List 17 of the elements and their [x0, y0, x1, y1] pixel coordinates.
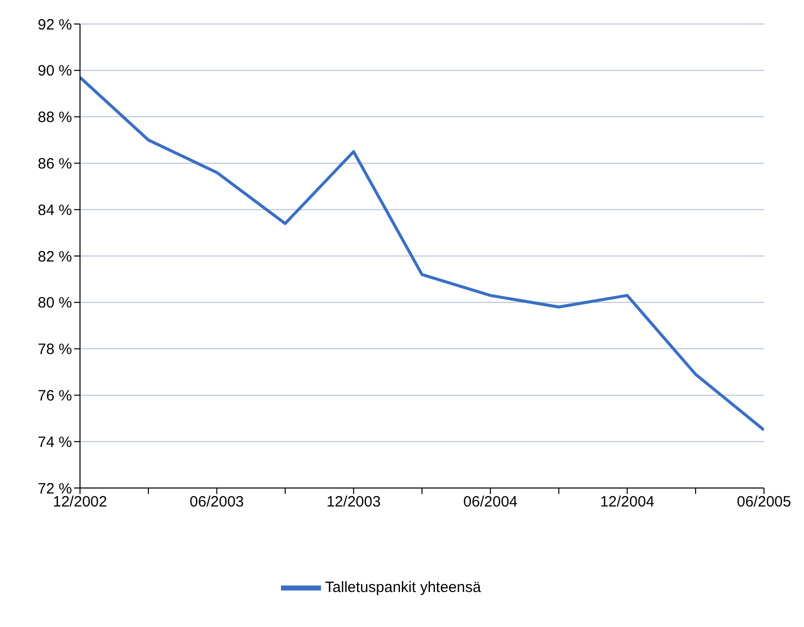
- y-tick-label: 76 %: [38, 388, 72, 405]
- y-tick-label: 88 %: [38, 109, 72, 126]
- x-tick-label: 06/2004: [463, 494, 518, 511]
- x-tick-label: 12/2004: [600, 494, 654, 511]
- y-tick-label: 74 %: [38, 434, 72, 451]
- x-tick-label: 06/2003: [190, 494, 244, 511]
- x-tick-label: 12/2003: [326, 494, 381, 511]
- y-tick-label: 90 %: [38, 62, 72, 80]
- y-tick-label: 84 %: [38, 202, 72, 219]
- legend-label: Talletuspankit yhteensä: [325, 578, 481, 596]
- y-tick-label: 86 %: [38, 156, 72, 173]
- y-tick-label: 80 %: [38, 294, 72, 312]
- line-series: [80, 76, 764, 432]
- y-tick-label: 82 %: [38, 248, 72, 266]
- y-tick-label: 92 %: [38, 16, 72, 34]
- x-tick-label: 06/2005: [736, 494, 792, 511]
- y-tick-label: 78 %: [38, 341, 72, 358]
